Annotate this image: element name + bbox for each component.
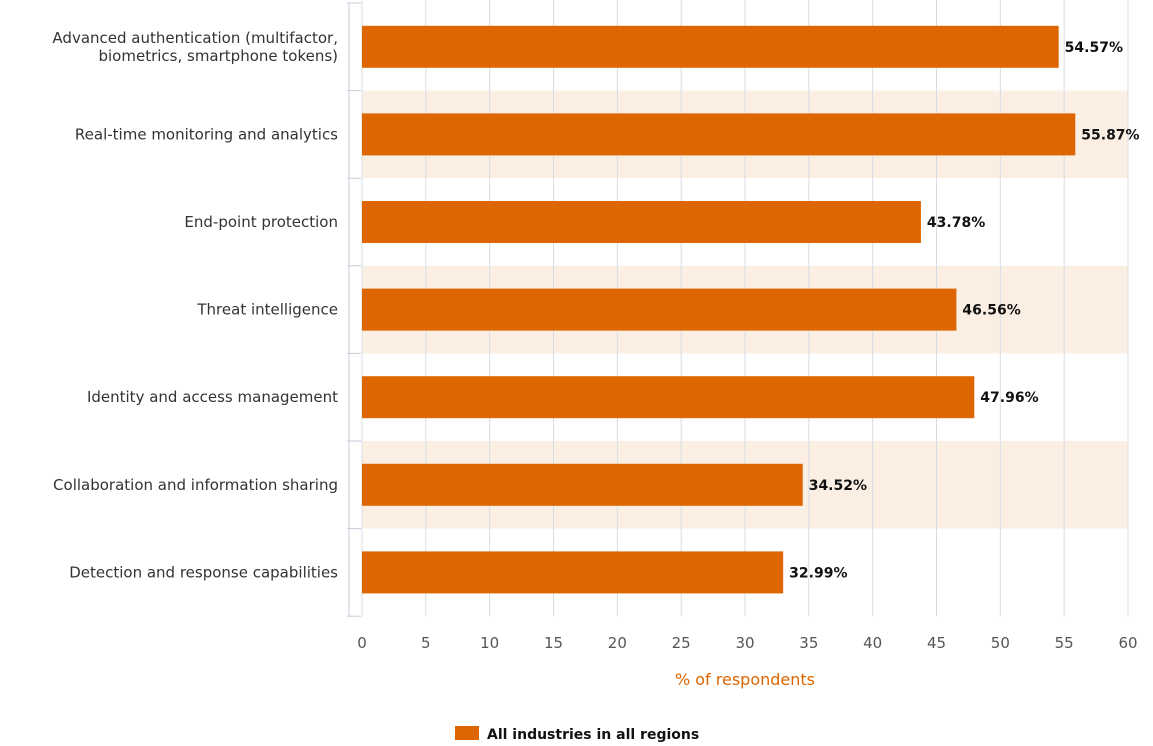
- x-tick-labels: 0 5 10 15 20 25 30 35 40 45 50 55 60: [357, 634, 1137, 652]
- bars: [362, 25, 1076, 594]
- category-label: End-point protection: [184, 213, 338, 231]
- category-labels: Advanced authentication (multifactor,bio…: [52, 29, 338, 582]
- x-tick-label: 25: [672, 634, 691, 652]
- bar[interactable]: [362, 376, 975, 419]
- x-tick-label: 35: [799, 634, 818, 652]
- x-tick-label: 10: [480, 634, 499, 652]
- category-label: Identity and access management: [87, 388, 338, 406]
- legend[interactable]: All industries in all regions: [455, 726, 699, 743]
- data-label: 54.57%: [1065, 40, 1123, 56]
- bar[interactable]: [362, 551, 784, 594]
- x-axis-title: % of respondents: [675, 670, 815, 689]
- bar[interactable]: [362, 201, 921, 243]
- data-label: 43.78%: [927, 215, 985, 231]
- bar[interactable]: [362, 463, 803, 506]
- data-label: 32.99%: [789, 565, 847, 581]
- legend-swatch: [455, 726, 479, 740]
- bar[interactable]: [362, 25, 1059, 68]
- x-tick-label: 20: [608, 634, 627, 652]
- x-tick-label: 60: [1118, 634, 1137, 652]
- data-label: 55.87%: [1081, 127, 1139, 143]
- legend-label: All industries in all regions: [487, 727, 699, 743]
- axis-lines: [347, 2, 361, 617]
- x-tick-label: 45: [927, 634, 946, 652]
- category-label: Threat intelligence: [196, 301, 338, 319]
- x-tick-label: 40: [863, 634, 882, 652]
- x-tick-label: 5: [421, 634, 431, 652]
- x-tick-label: 15: [544, 634, 563, 652]
- x-tick-label: 55: [1055, 634, 1074, 652]
- category-label: biometrics, smartphone tokens): [98, 47, 338, 65]
- data-label: 34.52%: [809, 478, 867, 494]
- category-label: Collaboration and information sharing: [53, 476, 338, 494]
- data-label: 47.96%: [980, 390, 1038, 406]
- bar[interactable]: [362, 113, 1076, 156]
- bar[interactable]: [362, 288, 957, 331]
- x-tick-label: 30: [735, 634, 754, 652]
- x-tick-label: 0: [357, 634, 367, 652]
- data-label: 46.56%: [962, 303, 1020, 319]
- category-label: Advanced authentication (multifactor,: [52, 29, 338, 47]
- x-tick-label: 50: [991, 634, 1010, 652]
- category-label: Real-time monitoring and analytics: [75, 125, 338, 143]
- value-labels: 54.57% 55.87% 43.78% 46.56% 47.96% 34.52% 32.9…: [789, 40, 1139, 582]
- category-label: Detection and response capabilities: [69, 563, 338, 581]
